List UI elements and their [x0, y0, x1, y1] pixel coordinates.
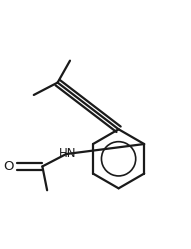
Text: O: O	[3, 160, 13, 173]
Text: HN: HN	[59, 147, 77, 160]
